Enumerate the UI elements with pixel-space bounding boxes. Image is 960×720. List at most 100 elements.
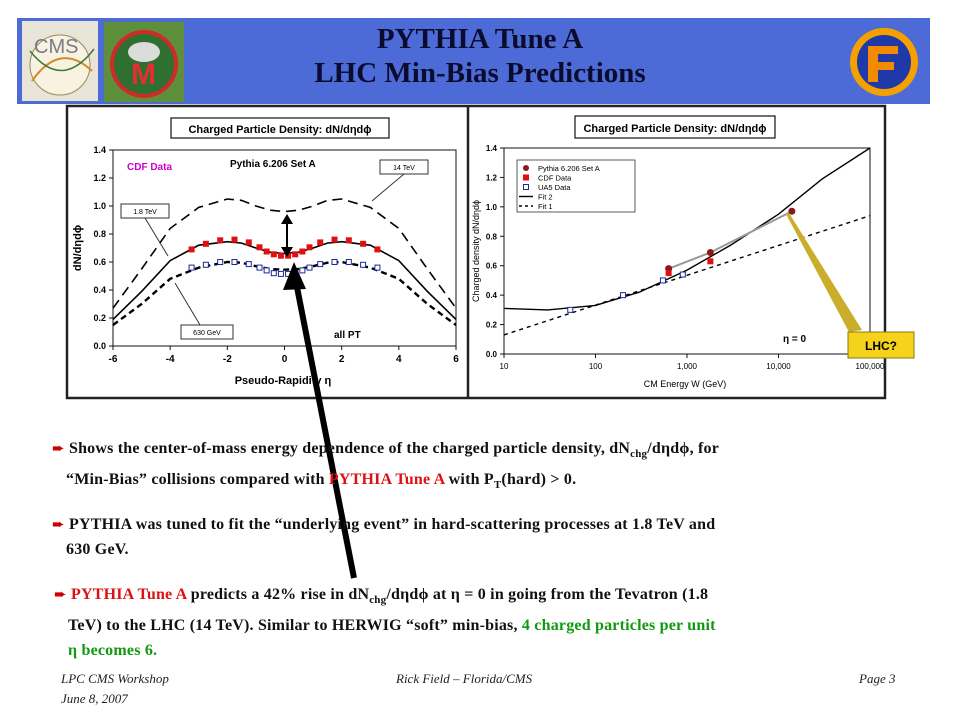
cdf-point [707, 258, 714, 265]
cdf-18tev-point [285, 252, 292, 259]
left-y-tick-label: 1.2 [93, 173, 106, 183]
cdf-630gev-point [256, 264, 263, 271]
right-x-axis-label: CM Energy W (GeV) [644, 379, 727, 389]
right-y-tick-label: 1.2 [486, 173, 498, 182]
right-y-tick-label: 0.0 [486, 350, 498, 359]
right-chart-title: Charged Particle Density: dN/dηdϕ [583, 123, 766, 135]
slide-title-line2: LHC Min-Bias Predictions [314, 57, 646, 89]
right-legend [516, 159, 636, 213]
cdf-18tev-point [345, 237, 352, 244]
e18-callout-line [144, 217, 169, 257]
cdf-630gev-point [270, 270, 277, 277]
legend-label: CDF Data [538, 174, 572, 183]
right-x-tick-label: 100,000 [856, 362, 885, 371]
cdf-630gev-point [331, 259, 338, 265]
cdf-630gev-point [306, 264, 313, 271]
allpt-label: all PT [334, 330, 361, 341]
left-x-tick-label: 6 [453, 354, 459, 365]
left-x-tick-label: -4 [166, 354, 175, 365]
left-y-tick-label: 0.8 [93, 229, 106, 239]
ua5-point [567, 306, 574, 313]
left-chart: Charged Particle Density: dN/dηdϕ -6 -4 -2… [72, 117, 459, 387]
bullet-3: ➨ PYTHIA Tune A predicts a 42% rise in d… [54, 585, 716, 660]
cdf-630gev-point [374, 264, 381, 271]
left-x-tick-label: 0 [282, 354, 288, 365]
left-y-tick-label: 1.4 [93, 145, 106, 155]
left-chart-title-box [170, 117, 390, 139]
svg-text:M: M [131, 58, 156, 91]
uf-logo [850, 28, 918, 96]
cdf-18tev-point [188, 246, 195, 253]
ua5-point [679, 271, 686, 278]
right-y-tick-label: 0.2 [486, 321, 498, 330]
cdf-18tev-point [245, 239, 252, 246]
right-y-tick-label: 0.4 [486, 291, 498, 300]
cdf-18tev-point [317, 239, 324, 246]
left-y-tick-label: 0.0 [93, 341, 106, 351]
cdf-630gev-point [245, 261, 252, 268]
eta-label: η = 0 [783, 334, 807, 345]
cdf-630gev-point [263, 267, 270, 274]
left-series-line-dashed-short [112, 260, 457, 326]
e630-callout-box [180, 324, 234, 340]
legend-label: UA5 Data [538, 183, 571, 192]
left-series-line-dashed-long [112, 198, 457, 309]
left-x-tick-label: -6 [109, 354, 118, 365]
cdf-18tev-point [331, 236, 338, 243]
legend-label: Fit 1 [538, 202, 553, 211]
e18-label: 1.8 TeV [133, 209, 157, 216]
cdf-point [665, 270, 672, 277]
e630-label: 630 GeV [193, 330, 221, 337]
left-y-tick-label: 0.6 [93, 257, 106, 267]
right-y-tick-label: 1.4 [486, 144, 498, 153]
rise-arrow-head-top [281, 214, 293, 224]
legend-marker-cdf [523, 174, 529, 181]
pythia-point [788, 207, 796, 215]
cdf-18tev-point [277, 252, 284, 259]
pythia-label: Pythia 6.206 Set A [230, 159, 316, 170]
right-x-tick-label: 100 [589, 362, 603, 371]
cdf-18tev-point [256, 244, 263, 251]
right-y-tick-label: 1.0 [486, 203, 498, 212]
cdf-18tev-point [270, 251, 277, 258]
rise-arrow-head-bottom [281, 247, 293, 257]
svg-text:CMS: CMS [34, 36, 78, 58]
left-y-axis-label: dN/dηdϕ [72, 225, 84, 271]
lhc-label: LHC? [865, 339, 897, 353]
left-x-axis-label: Pseudo-Rapidity η [235, 375, 332, 387]
footer-center: Rick Field – Florida/CMS [396, 671, 533, 686]
cdf-630gev-point [345, 259, 352, 265]
cdf-630gev-point [317, 261, 324, 268]
right-x-tick-label: 10 [500, 362, 509, 371]
legend-marker-pythia [523, 165, 529, 171]
footer-left-1: LPC CMS Workshop [61, 671, 169, 686]
legend-label: Pythia 6.206 Set A [538, 164, 600, 173]
cdf-630gev-point [188, 264, 195, 271]
right-fit-line [503, 215, 871, 336]
left-chart-title: Charged Particle Density: dN/dηdϕ [188, 124, 371, 136]
right-chart: Charged Particle Density: dN/dηdϕ 10 100 1… [471, 115, 915, 389]
right-y-tick-label: 0.8 [486, 232, 498, 241]
left-x-tick-label: -2 [223, 354, 232, 365]
e14-callout-line [371, 173, 405, 202]
ua5-point [659, 277, 666, 284]
slide-title-line1: PYTHIA Tune A [376, 23, 584, 55]
cdf-630gev-point [360, 261, 367, 268]
bullet-1: ➨ Shows the center-of-mass energy depend… [52, 439, 720, 492]
left-x-tick-label: 4 [396, 354, 402, 365]
bullet-arrow-icon: ➨ [52, 515, 65, 533]
cdf-630gev-point [231, 259, 238, 265]
right-y-axis-label: Charged density dN/dηdϕ [471, 200, 481, 302]
cdf-18tev-point [202, 240, 209, 247]
cdf-18tev-point [306, 244, 313, 251]
cdf-630gev-point [299, 267, 306, 274]
cdf-630gev-point [217, 259, 224, 265]
cdf-18tev-point [299, 248, 306, 255]
big-pointer-arrow-head [283, 262, 306, 290]
cdf-18tev-point [217, 237, 224, 244]
cdf-data-label: CDF Data [127, 162, 172, 173]
bullet-arrow-icon: ➨ [52, 439, 65, 457]
m-logo: M [104, 22, 184, 102]
left-y-tick-label: 1.0 [93, 201, 106, 211]
left-x-tick-label: 2 [339, 354, 345, 365]
